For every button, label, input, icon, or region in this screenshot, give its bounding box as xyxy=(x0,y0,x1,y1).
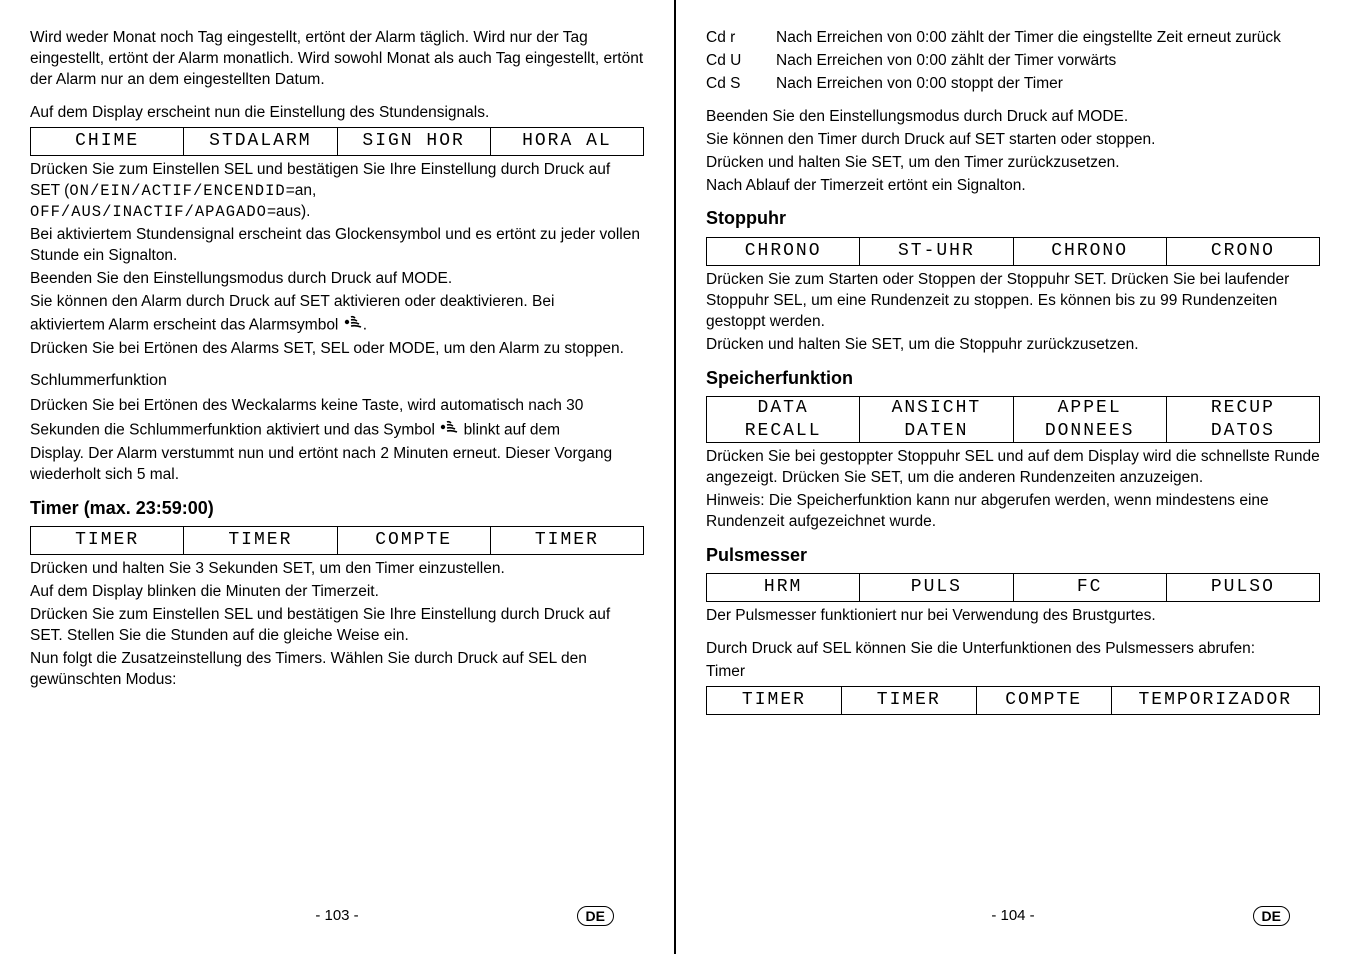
display-note: Auf dem Display erscheint nun die Einste… xyxy=(30,103,644,124)
seg-cell: CHRONO xyxy=(707,237,860,265)
stoppuhr-display-table: CHRONO ST-UHR CHRONO CRONO xyxy=(706,237,1320,266)
timer-extra-text: Nun folgt die Zusatzeinstellung des Time… xyxy=(30,649,644,691)
intro-text: Wird weder Monat noch Tag eingestellt, e… xyxy=(30,28,644,91)
def-term: Cd U xyxy=(706,51,776,72)
seg-cell: RECUPDATOS xyxy=(1166,397,1319,443)
seg-cell: SIGN HOR xyxy=(337,127,490,155)
set-instructions: Drücken Sie zum Einstellen SEL und bestä… xyxy=(30,160,644,223)
def-desc: Nach Erreichen von 0:00 stoppt der Timer xyxy=(776,74,1320,95)
seg-cell: ANSICHTDATEN xyxy=(860,397,1013,443)
page-103: Wird weder Monat noch Tag eingestellt, e… xyxy=(0,0,676,954)
page-number: - 103 - xyxy=(315,907,358,924)
def-term: Cd S xyxy=(706,74,776,95)
sp-text-1: Drücken Sie bei gestoppter Stoppuhr SEL … xyxy=(706,447,1320,489)
alarm-symbol-note: aktiviertem Alarm erscheint das Alarmsym… xyxy=(30,314,644,337)
exit-mode-note: Beenden Sie den Einstellungsmodus durch … xyxy=(30,269,644,290)
timer-heading: Timer (max. 23:59:00) xyxy=(30,496,644,520)
reset-r: Drücken und halten Sie SET, um den Timer… xyxy=(706,153,1320,174)
seg-cell: TIMER xyxy=(31,526,184,554)
seg-cell: STDALARM xyxy=(184,127,337,155)
puls-heading: Pulsmesser xyxy=(706,543,1320,567)
language-badge: DE xyxy=(577,906,614,926)
page-footer: - 103 - DE xyxy=(30,897,644,944)
alarm-icon xyxy=(343,314,363,337)
seg-cell: TIMER xyxy=(707,687,842,715)
language-badge: DE xyxy=(1253,906,1290,926)
page-footer: - 104 - DE xyxy=(706,897,1320,944)
timer-sub-label: Timer xyxy=(706,662,1320,683)
seg-cell: DATARECALL xyxy=(707,397,860,443)
stop-alarm-note: Drücken Sie bei Ertönen des Alarms SET, … xyxy=(30,339,644,360)
timer-sel-text: Drücken Sie zum Einstellen SEL und bestä… xyxy=(30,605,644,647)
page-content: Cd r Nach Erreichen von 0:00 zählt der T… xyxy=(706,28,1320,897)
seg-cell: CHIME xyxy=(31,127,184,155)
seg-cell: TEMPORIZADOR xyxy=(1111,687,1319,715)
seg-cell: TIMER xyxy=(184,526,337,554)
seg-cell: CRONO xyxy=(1166,237,1319,265)
seg-cell: PULS xyxy=(860,574,1013,602)
seg-cell: HORA AL xyxy=(490,127,643,155)
sw-text-2: Drücken und halten Sie SET, um die Stopp… xyxy=(706,335,1320,356)
snooze-text-1: Drücken Sie bei Ertönen des Weckalarms k… xyxy=(30,396,644,417)
seg-cell: CHRONO xyxy=(1013,237,1166,265)
snooze-text-3: Display. Der Alarm verstummt nun und ert… xyxy=(30,444,644,486)
seg-cell: COMPTE xyxy=(976,687,1111,715)
page-number: - 104 - xyxy=(991,907,1034,924)
puls-display-table: HRM PULS FC PULSO xyxy=(706,573,1320,602)
timer-sub-table: TIMER TIMER COMPTE TEMPORIZADOR xyxy=(706,686,1320,715)
speicher-heading: Speicherfunktion xyxy=(706,366,1320,390)
timer-display-table: TIMER TIMER COMPTE TIMER xyxy=(30,526,644,555)
chime-display-table: CHIME STDALARM SIGN HOR HORA AL xyxy=(30,127,644,156)
timer-blink-text: Auf dem Display blinken die Minuten der … xyxy=(30,582,644,603)
snooze-heading: Schlummerfunktion xyxy=(30,370,644,392)
def-row: Cd U Nach Erreichen von 0:00 zählt der T… xyxy=(706,51,1320,72)
seg-cell: TIMER xyxy=(490,526,643,554)
start-stop-r: Sie können den Timer durch Druck auf SET… xyxy=(706,130,1320,151)
bell-note: Bei aktiviertem Stundensignal erscheint … xyxy=(30,225,644,267)
def-desc: Nach Erreichen von 0:00 zählt der Timer … xyxy=(776,28,1320,49)
puls-text-2: Durch Druck auf SEL können Sie die Unter… xyxy=(706,639,1320,660)
sp-text-2: Hinweis: Die Speicherfunktion kann nur a… xyxy=(706,491,1320,533)
seg-cell: FC xyxy=(1013,574,1166,602)
page-content: Wird weder Monat noch Tag eingestellt, e… xyxy=(30,28,644,897)
exit-mode-r: Beenden Sie den Einstellungsmodus durch … xyxy=(706,107,1320,128)
def-row: Cd r Nach Erreichen von 0:00 zählt der T… xyxy=(706,28,1320,49)
timer-set-text: Drücken und halten Sie 3 Sekunden SET, u… xyxy=(30,559,644,580)
def-row: Cd S Nach Erreichen von 0:00 stoppt der … xyxy=(706,74,1320,95)
seg-cell: HRM xyxy=(707,574,860,602)
seg-cell: TIMER xyxy=(841,687,976,715)
seg-cell: COMPTE xyxy=(337,526,490,554)
alarm-icon xyxy=(439,419,459,442)
seg-cell: PULSO xyxy=(1166,574,1319,602)
puls-text-1: Der Pulsmesser funktioniert nur bei Verw… xyxy=(706,606,1320,627)
set-toggle-note: Sie können den Alarm durch Druck auf SET… xyxy=(30,292,644,313)
snooze-text-2: Sekunden die Schlummerfunktion aktiviert… xyxy=(30,419,644,442)
signal-r: Nach Ablauf der Timerzeit ertönt ein Sig… xyxy=(706,176,1320,197)
seg-cell: APPELDONNEES xyxy=(1013,397,1166,443)
stoppuhr-heading: Stoppuhr xyxy=(706,206,1320,230)
def-term: Cd r xyxy=(706,28,776,49)
seg-cell: ST-UHR xyxy=(860,237,1013,265)
def-desc: Nach Erreichen von 0:00 zählt der Timer … xyxy=(776,51,1320,72)
page-104: Cd r Nach Erreichen von 0:00 zählt der T… xyxy=(676,0,1350,954)
sw-text-1: Drücken Sie zum Starten oder Stoppen der… xyxy=(706,270,1320,333)
speicher-display-table: DATARECALL ANSICHTDATEN APPELDONNEES REC… xyxy=(706,396,1320,443)
